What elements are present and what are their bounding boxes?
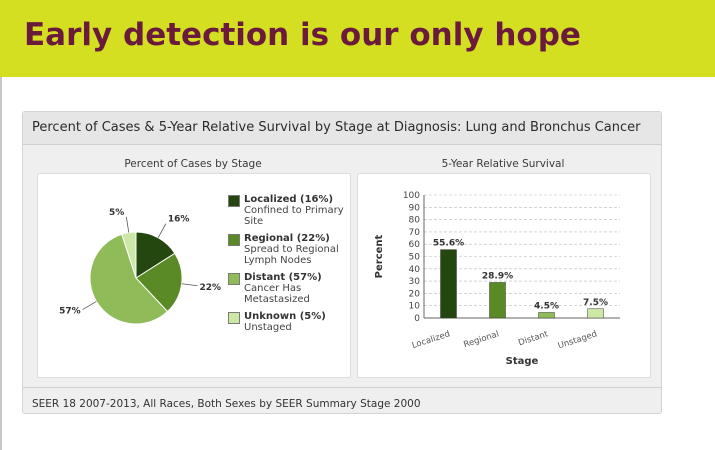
pie-label-localized: 16%	[168, 215, 190, 225]
legend-swatch-distant	[228, 273, 240, 285]
y-tick-label-90: 90	[409, 203, 421, 213]
pie-label-distant: 57%	[59, 307, 81, 317]
legend-label-localized: Localized (16%)	[244, 194, 334, 205]
pie-chart-card: 16% 22% 57% 5% Localized (16%) Confined to …	[37, 173, 351, 378]
slide-left-divider	[0, 77, 2, 450]
panel-footer-divider	[23, 387, 661, 388]
bar-value-label-localized: 55.6%	[433, 239, 464, 249]
y-tick-label-60: 60	[409, 240, 421, 250]
x-tick-label-unstaged: Unstaged	[557, 329, 599, 351]
pie-chart-legend: Localized (16%) Confined to Primary Site…	[228, 194, 348, 364]
y-axis-title: Percent	[374, 234, 385, 278]
bar-localized	[440, 249, 457, 319]
y-tick-label-100: 100	[403, 191, 420, 201]
legend-swatch-regional	[228, 234, 240, 246]
bar-chart: 0 10 20 30 40 50 60 70 80 90 100 55.6% Localized 28.9…	[374, 191, 620, 367]
pie-chart: 16% 22% 57% 5%	[59, 208, 222, 325]
x-tick-label-localized: Localized	[411, 329, 452, 351]
pie-leader-line-localized	[157, 223, 167, 238]
x-tick-label-distant: Distant	[517, 329, 550, 348]
legend-swatch-unknown	[228, 312, 240, 324]
x-tick-label-regional: Regional	[462, 329, 500, 350]
bar-value-label-distant: 4.5%	[534, 301, 559, 311]
legend-desc-localized: Confined to Primary Site	[244, 205, 344, 227]
pie-leader-line-unknown	[125, 216, 130, 233]
pie-label-unknown: 5%	[109, 208, 124, 218]
legend-label-regional: Regional (22%)	[244, 233, 330, 244]
bar-unstaged	[587, 308, 604, 319]
pie-slice-localized	[135, 231, 176, 279]
legend-desc-regional: Spread to Regional Lymph Nodes	[244, 244, 339, 266]
panel-title: Percent of Cases & 5-Year Relative Survi…	[32, 120, 641, 135]
legend-label-distant: Distant (57%)	[244, 272, 322, 283]
bar-chart-card: 0 10 20 30 40 50 60 70 80 90 100 55.6% Localized 28.9…	[357, 173, 651, 378]
legend-swatch-localized	[228, 195, 240, 207]
pie-slice-distant	[89, 233, 169, 325]
y-tick-label-20: 20	[409, 289, 421, 299]
slide-title-banner: Early detection is our only hope	[0, 0, 715, 77]
slide-title: Early detection is our only hope	[24, 17, 581, 53]
survival-stats-panel: Percent of Cases & 5-Year Relative Survi…	[22, 111, 662, 414]
pie-label-regional: 22%	[200, 283, 222, 293]
y-tick-label-40: 40	[409, 265, 421, 275]
pie-leader-line-regional	[181, 283, 198, 287]
panel-header: Percent of Cases & 5-Year Relative Survi…	[23, 112, 661, 145]
legend-desc-distant: Cancer Has Metastasized	[244, 283, 310, 305]
pie-chart-subtitle: Percent of Cases by Stage	[124, 158, 262, 170]
y-tick-label-80: 80	[409, 216, 421, 226]
panel-footer-source: SEER 18 2007-2013, All Races, Both Sexes…	[32, 398, 421, 410]
bar-regional	[489, 282, 506, 319]
bar-value-label-unstaged: 7.5%	[583, 298, 608, 308]
bar-distant	[538, 312, 555, 319]
y-tick-label-30: 30	[409, 277, 421, 287]
y-tick-label-10: 10	[409, 302, 421, 312]
bar-value-label-regional: 28.9%	[482, 271, 513, 281]
y-tick-label-50: 50	[409, 253, 421, 263]
pie-leader-line-distant	[82, 301, 97, 310]
y-tick-label-0: 0	[414, 314, 420, 324]
y-tick-label-70: 70	[409, 228, 421, 238]
x-axis-title: Stage	[506, 356, 539, 367]
bar-chart-subtitle: 5-Year Relative Survival	[441, 158, 565, 170]
legend-label-unknown: Unknown (5%)	[244, 311, 326, 322]
legend-desc-unknown: Unstaged	[244, 322, 292, 333]
